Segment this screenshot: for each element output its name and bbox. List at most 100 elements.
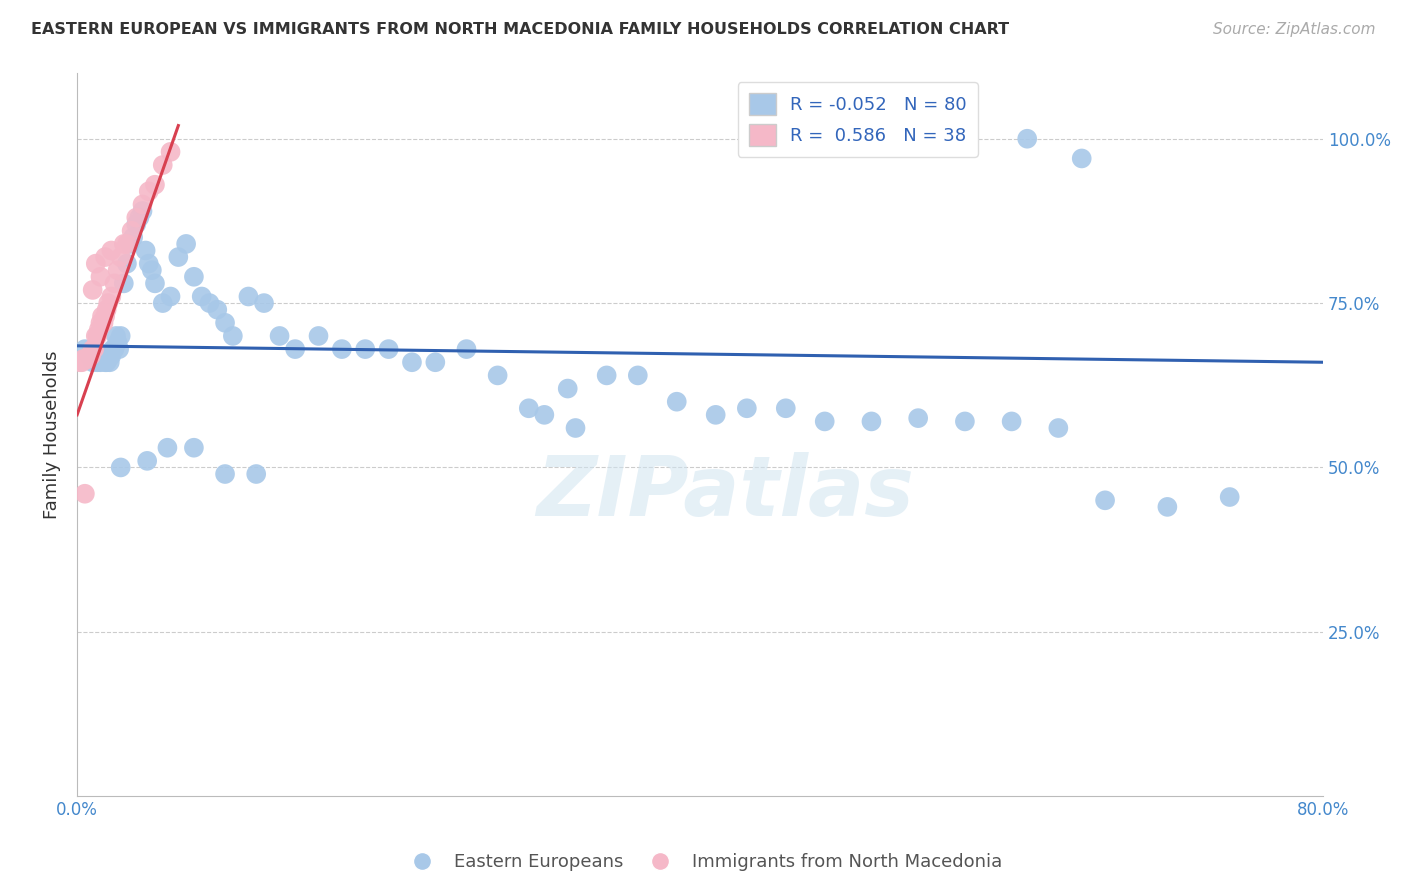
- Point: [735, 401, 758, 416]
- Point: [82, 283, 104, 297]
- Point: [330, 342, 353, 356]
- Point: [557, 382, 579, 396]
- Point: [253, 296, 276, 310]
- Point: [80, 349, 103, 363]
- Point: [89, 269, 111, 284]
- Point: [108, 342, 131, 356]
- Point: [143, 178, 166, 192]
- Point: [107, 263, 129, 277]
- Point: [207, 302, 229, 317]
- Point: [101, 342, 124, 356]
- Point: [84, 329, 107, 343]
- Point: [156, 441, 179, 455]
- Point: [107, 335, 129, 350]
- Point: [79, 349, 101, 363]
- Point: [533, 408, 555, 422]
- Point: [75, 351, 97, 366]
- Point: [143, 277, 166, 291]
- Point: [152, 296, 174, 310]
- Point: [167, 250, 190, 264]
- Point: [122, 230, 145, 244]
- Point: [174, 236, 197, 251]
- Point: [354, 342, 377, 356]
- Point: [97, 296, 120, 310]
- Point: [183, 441, 205, 455]
- Point: [84, 257, 107, 271]
- Legend: Eastern Europeans, Immigrants from North Macedonia: Eastern Europeans, Immigrants from North…: [396, 847, 1010, 879]
- Point: [73, 487, 96, 501]
- Point: [425, 355, 447, 369]
- Point: [159, 145, 181, 159]
- Point: [486, 368, 509, 383]
- Point: [214, 316, 236, 330]
- Point: [907, 411, 929, 425]
- Point: [110, 460, 132, 475]
- Point: [138, 184, 160, 198]
- Text: ZIPatlas: ZIPatlas: [536, 452, 914, 533]
- Point: [70, 355, 93, 369]
- Point: [564, 421, 586, 435]
- Point: [1070, 152, 1092, 166]
- Point: [118, 236, 141, 251]
- Point: [595, 368, 617, 383]
- Point: [377, 342, 399, 356]
- Point: [110, 250, 132, 264]
- Point: [73, 342, 96, 356]
- Point: [86, 355, 108, 369]
- Point: [704, 408, 727, 422]
- Point: [190, 289, 212, 303]
- Point: [245, 467, 267, 481]
- Point: [131, 197, 153, 211]
- Point: [110, 329, 132, 343]
- Point: [159, 289, 181, 303]
- Legend: R = -0.052   N = 80, R =  0.586   N = 38: R = -0.052 N = 80, R = 0.586 N = 38: [738, 82, 977, 157]
- Point: [517, 401, 540, 416]
- Point: [953, 414, 976, 428]
- Point: [93, 349, 115, 363]
- Point: [112, 236, 135, 251]
- Point: [308, 329, 330, 343]
- Point: [1219, 490, 1241, 504]
- Point: [79, 349, 101, 363]
- Point: [284, 342, 307, 356]
- Point: [100, 349, 122, 363]
- Point: [198, 296, 221, 310]
- Point: [93, 316, 115, 330]
- Point: [183, 269, 205, 284]
- Point: [627, 368, 650, 383]
- Point: [89, 316, 111, 330]
- Point: [814, 414, 837, 428]
- Point: [77, 351, 100, 366]
- Point: [82, 355, 104, 369]
- Point: [94, 355, 117, 369]
- Point: [141, 263, 163, 277]
- Point: [97, 351, 120, 366]
- Point: [214, 467, 236, 481]
- Point: [115, 257, 138, 271]
- Point: [152, 158, 174, 172]
- Point: [1001, 414, 1024, 428]
- Point: [100, 244, 122, 258]
- Point: [138, 257, 160, 271]
- Point: [125, 211, 148, 225]
- Point: [222, 329, 245, 343]
- Point: [103, 277, 125, 291]
- Point: [1156, 500, 1178, 514]
- Point: [456, 342, 478, 356]
- Point: [89, 355, 111, 369]
- Point: [96, 302, 118, 317]
- Text: Source: ZipAtlas.com: Source: ZipAtlas.com: [1212, 22, 1375, 37]
- Point: [136, 454, 159, 468]
- Point: [94, 250, 117, 264]
- Point: [87, 345, 110, 359]
- Point: [91, 310, 114, 324]
- Point: [91, 351, 114, 366]
- Point: [238, 289, 260, 303]
- Point: [112, 277, 135, 291]
- Point: [121, 224, 143, 238]
- Text: EASTERN EUROPEAN VS IMMIGRANTS FROM NORTH MACEDONIA FAMILY HOUSEHOLDS CORRELATIO: EASTERN EUROPEAN VS IMMIGRANTS FROM NORT…: [31, 22, 1010, 37]
- Point: [69, 355, 91, 369]
- Point: [86, 329, 108, 343]
- Point: [665, 394, 688, 409]
- Point: [100, 289, 122, 303]
